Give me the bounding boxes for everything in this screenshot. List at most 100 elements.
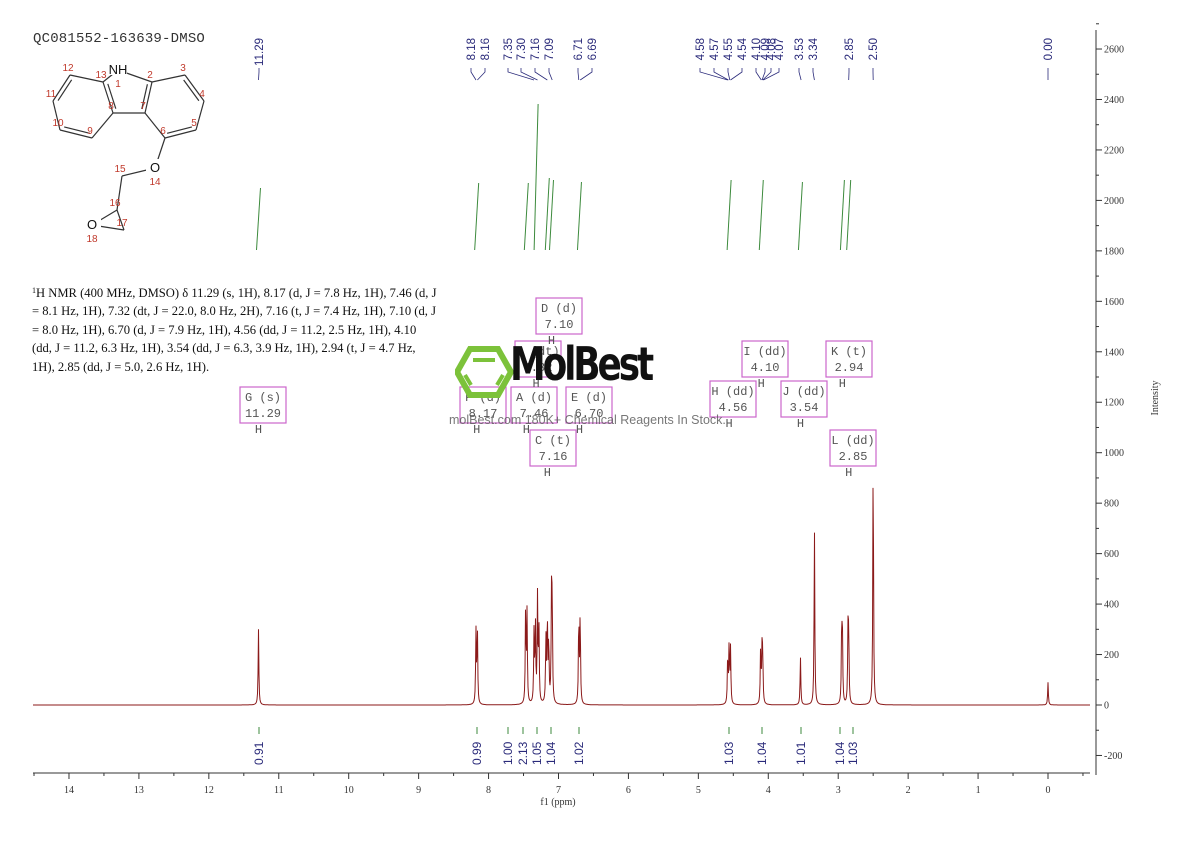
svg-text:L (dd): L (dd) xyxy=(831,434,874,448)
x-tick-label: 8 xyxy=(486,785,491,796)
x-tick-label: 3 xyxy=(836,785,841,796)
svg-text:O: O xyxy=(150,160,160,175)
integral-value: 1.05 xyxy=(530,741,544,765)
x-axis: 14 13 12 11 10 9 8 7 6 5 4 3 2 1 0 xyxy=(33,772,1090,796)
svg-text:7.32: 7.32 xyxy=(524,361,553,375)
integral-value: 2.13 xyxy=(516,741,530,765)
svg-text:E (d): E (d) xyxy=(571,391,607,405)
y-tick-label: 200 xyxy=(1104,650,1119,661)
x-tick-label: 12 xyxy=(204,785,214,796)
svg-text:H: H xyxy=(544,466,551,480)
svg-text:A (d): A (d) xyxy=(516,391,552,405)
peak-shift-label: 7.09 xyxy=(544,38,556,60)
peak-shift-label: 4.58 xyxy=(695,38,707,60)
y-axis: 2600240022002000180016001400120010008006… xyxy=(1095,23,1124,775)
y-tick-label: 1600 xyxy=(1104,297,1124,308)
svg-text:H: H xyxy=(533,377,540,391)
integration-curves xyxy=(255,103,852,251)
svg-text:8: 8 xyxy=(108,101,114,112)
integral-value: 1.03 xyxy=(846,741,860,765)
molbest-tagline: molBest.com 180K+ Chemical Reagents In S… xyxy=(449,413,726,427)
multiplet-box-j: J (dd) 3.54 H xyxy=(780,380,828,431)
molbest-brand-text: MolBest xyxy=(510,337,654,391)
nmr-description: 1H NMR (400 MHz, DMSO) δ 11.29 (s, 1H), … xyxy=(32,284,437,376)
svg-text:2.94: 2.94 xyxy=(835,361,864,375)
multiplet-box-e: E (d) 6.70 H xyxy=(565,386,613,437)
svg-text:7.10: 7.10 xyxy=(545,318,574,332)
integral-value: 1.01 xyxy=(794,741,808,765)
multiplet-box-g: G (s) 11.29 H xyxy=(239,386,287,437)
integral-value: 1.04 xyxy=(755,741,769,765)
peak-shift-label: 8.18 xyxy=(466,38,478,60)
sample-id-title: QC081552-163639-DMSO xyxy=(33,31,206,47)
svg-text:J (dd): J (dd) xyxy=(782,385,825,399)
y-tick-label: 600 xyxy=(1104,549,1119,560)
integral-value: 0.91 xyxy=(252,741,266,765)
svg-text:18: 18 xyxy=(86,234,98,245)
svg-text:14: 14 xyxy=(149,177,161,188)
y-tick-label: 0 xyxy=(1104,701,1109,712)
peak-shift-label: 6.69 xyxy=(587,38,599,60)
peak-shift-label: 4.09 xyxy=(760,38,772,60)
svg-text:15: 15 xyxy=(114,164,126,175)
x-tick-label: 0 xyxy=(1046,785,1051,796)
integral-labels: 0.91 0.99 1.00 2.13 1.05 1.04 1.02 1.03 1.04 1.01… xyxy=(252,727,860,765)
peak-shift-label: 4.55 xyxy=(723,38,735,60)
y-tick-label: 2600 xyxy=(1104,45,1124,56)
svg-text:2: 2 xyxy=(147,70,153,81)
integral-value: 0.99 xyxy=(470,741,484,765)
x-tick-label: 1 xyxy=(976,785,981,796)
multiplet-box-l: L (dd) 2.85 H xyxy=(829,429,877,480)
svg-text:7.16: 7.16 xyxy=(539,450,568,464)
svg-text:5: 5 xyxy=(191,118,197,129)
svg-text:4: 4 xyxy=(199,89,205,100)
multiplet-box-d: D (d) 7.10 H xyxy=(535,297,583,348)
peak-shift-label: 7.35 xyxy=(503,38,515,60)
peak-shift-label: 6.71 xyxy=(573,38,585,60)
svg-text:H: H xyxy=(473,423,480,437)
peak-shift-label: 4.07 xyxy=(774,38,786,60)
svg-text:O: O xyxy=(87,217,97,232)
svg-text:H (dd): H (dd) xyxy=(711,385,754,399)
svg-text:3.54: 3.54 xyxy=(790,401,819,415)
y-tick-label: 400 xyxy=(1104,600,1119,611)
peak-shift-label: 2.85 xyxy=(844,38,856,60)
svg-text:10: 10 xyxy=(52,118,64,129)
multiplet-box-b: B (dt) 7.32 H xyxy=(514,340,562,391)
svg-text:B (dt): B (dt) xyxy=(516,345,559,359)
multiplet-box-k: K (t) 2.94 H xyxy=(825,340,873,391)
integral-value: 1.03 xyxy=(722,741,736,765)
multiplet-box-i: I (dd) 4.10 H xyxy=(741,340,789,391)
y-tick-label: 2400 xyxy=(1104,95,1124,106)
svg-text:12: 12 xyxy=(62,63,74,74)
svg-text:NH: NH xyxy=(109,62,128,77)
svg-text:4.56: 4.56 xyxy=(719,401,748,415)
svg-text:8.17: 8.17 xyxy=(469,407,498,421)
multiplet-box-h: H (dd) 4.56 H xyxy=(709,380,757,431)
peak-shift-label: 4.10 xyxy=(751,38,763,60)
peak-shift-labels: 11.29 8.18 8.16 7.35 7.30 7.16 7.09 6.71 6.69 4.5… xyxy=(254,37,1055,81)
x-tick-label: 13 xyxy=(134,785,144,796)
peak-shift-label: 3.53 xyxy=(794,38,806,60)
svg-text:K (t): K (t) xyxy=(831,345,867,359)
x-axis-label: f1 (ppm) xyxy=(540,797,575,808)
svg-text:H: H xyxy=(548,334,555,348)
molecule-structure xyxy=(52,69,205,231)
y-tick-label: 2200 xyxy=(1104,145,1124,156)
svg-text:H: H xyxy=(839,377,846,391)
svg-text:D (d): D (d) xyxy=(541,302,577,316)
svg-text:H: H xyxy=(523,423,530,437)
svg-text:6: 6 xyxy=(160,126,166,137)
peak-shift-label: 4.08 xyxy=(766,38,778,60)
y-tick-label: 1800 xyxy=(1104,246,1124,257)
svg-text:11.29: 11.29 xyxy=(245,407,281,421)
multiplet-box-c: C (t) 7.16 H xyxy=(529,429,577,480)
nmr-description-text: H NMR (400 MHz, DMSO) δ 11.29 (s, 1H), 8… xyxy=(32,286,437,374)
svg-text:13: 13 xyxy=(95,70,107,81)
x-tick-label: 9 xyxy=(416,785,421,796)
svg-text:11: 11 xyxy=(46,89,57,100)
peak-shift-label: 8.16 xyxy=(480,38,492,60)
